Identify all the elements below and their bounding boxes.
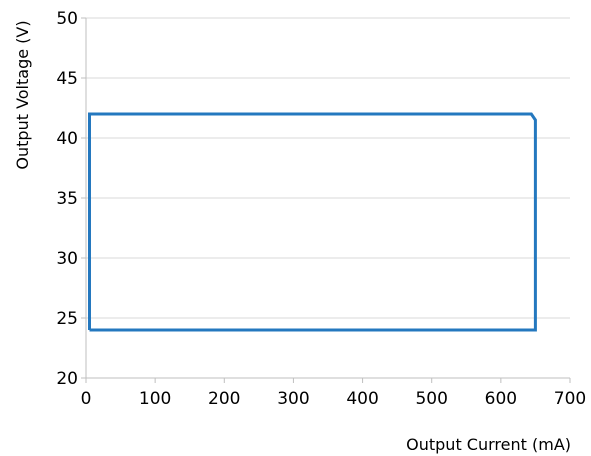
y-tick-label-25: 25	[56, 309, 78, 329]
y-tick-label-50: 50	[56, 9, 78, 29]
series-line-0	[88, 112, 537, 332]
x-tick-label-400: 400	[346, 389, 378, 409]
x-tick-label-200: 200	[208, 389, 240, 409]
y-axis-title: Output Voltage (V)	[13, 20, 32, 169]
y-tick-label-45: 45	[56, 69, 78, 89]
y-tick-label-20: 20	[56, 369, 78, 389]
x-tick-label-700: 700	[554, 389, 586, 409]
y-tick-label-30: 30	[56, 249, 78, 269]
x-tick-label-600: 600	[485, 389, 517, 409]
grid	[86, 17, 570, 319]
x-tick-label-100: 100	[139, 389, 171, 409]
series-layer	[88, 112, 537, 332]
y-tick-label-40: 40	[56, 129, 78, 149]
axes	[81, 17, 571, 383]
x-tick-label-500: 500	[415, 389, 447, 409]
x-axis-title: Output Current (mA)	[406, 435, 571, 454]
x-tick-label-0: 0	[81, 389, 92, 409]
y-tick-label-35: 35	[56, 189, 78, 209]
x-tick-label-300: 300	[277, 389, 309, 409]
